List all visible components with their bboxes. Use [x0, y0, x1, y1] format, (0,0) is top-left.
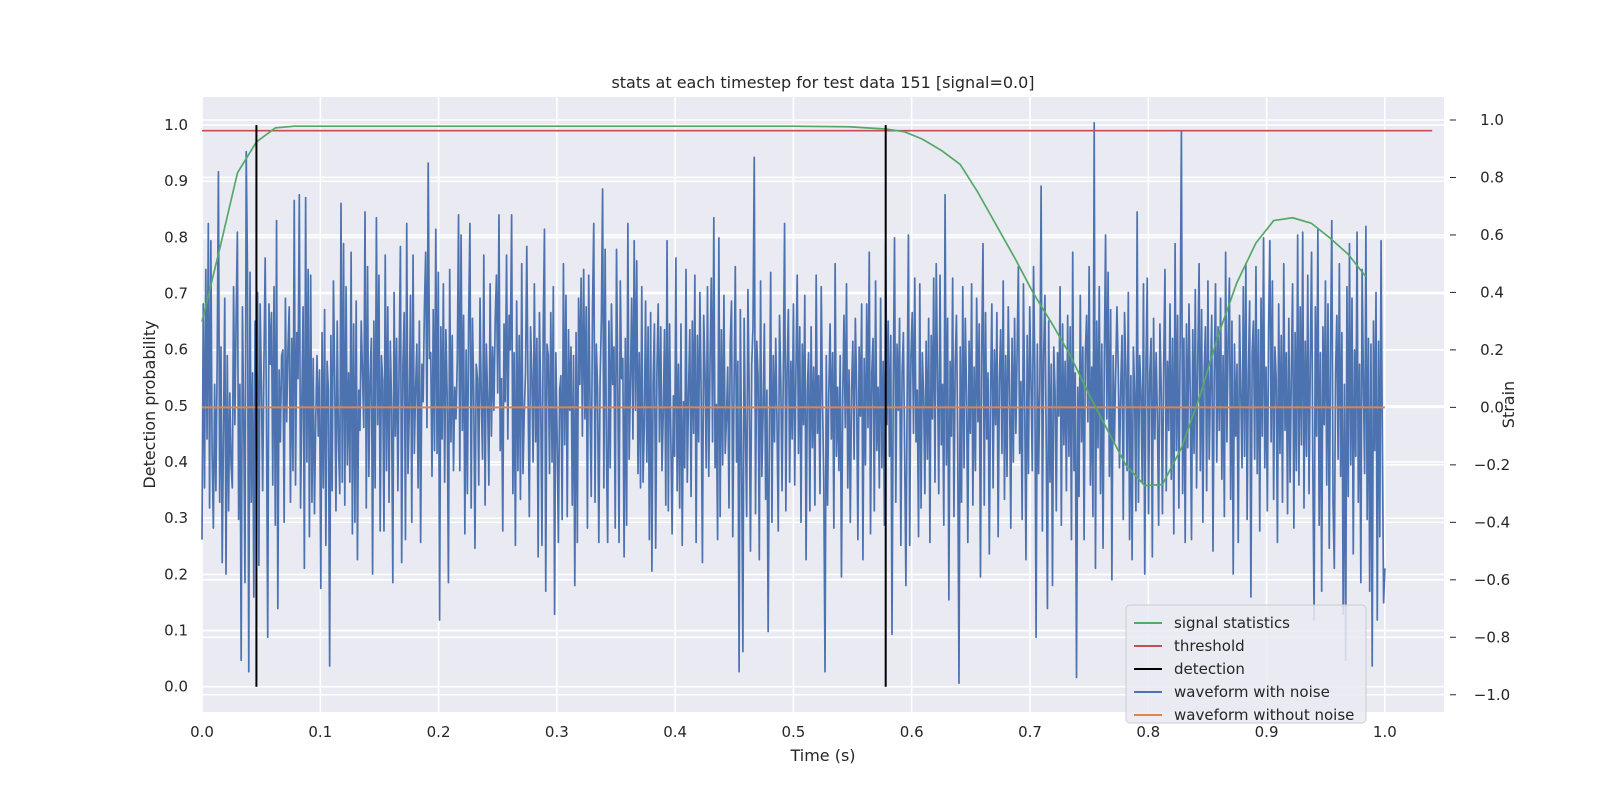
y-tick-label: 0.0: [164, 678, 188, 696]
x-tick-label: 0.6: [900, 723, 924, 741]
x-tick-label: 0.5: [781, 723, 805, 741]
x-tick-label: 0.1: [308, 723, 332, 741]
x-tick-label: 0.3: [545, 723, 569, 741]
y2-tick-label: 0.8: [1480, 168, 1504, 186]
y-tick-label: 0.5: [164, 397, 188, 415]
y-tick-label: 0.7: [164, 285, 188, 303]
legend: signal statistics threshold detection wavef…: [1125, 604, 1367, 724]
x-tick-label: 1.0: [1373, 723, 1397, 741]
y-tick-label: 0.2: [164, 565, 188, 583]
y-tick-label: 0.4: [164, 453, 188, 471]
y-tick-label: 0.8: [164, 228, 188, 246]
y2-tick-label: −0.6: [1474, 571, 1510, 589]
legend-label: signal statistics: [1174, 614, 1290, 632]
axes-layer: 0.0 0.1 0.2 0.3 0.4 0.5 0.6 0.7 0.8 0.9 1.0 0.0 0.1 0…: [164, 111, 1510, 741]
x-tick-label: 0.8: [1136, 723, 1160, 741]
series-signal-statistics: [201, 125, 1367, 487]
y2-tick-label: 0.2: [1480, 341, 1504, 359]
y2-tick-label: 0.6: [1480, 226, 1504, 244]
legend-label: waveform with noise: [1174, 683, 1330, 701]
legend-label: threshold: [1174, 637, 1245, 655]
y-tick-label: 1.0: [164, 116, 188, 134]
series-layer: [201, 122, 1433, 687]
y2-tick-label: −0.2: [1474, 456, 1510, 474]
y-tick-label: 0.6: [164, 341, 188, 359]
y2-axis-label: Strain: [1499, 381, 1518, 428]
x-tick-label: 0.9: [1255, 723, 1279, 741]
y2-tick-label: −1.0: [1474, 686, 1510, 704]
y-tick-label: 0.9: [164, 172, 188, 190]
chart-title: stats at each timestep for test data 151…: [611, 73, 1034, 92]
y-tick-label: 0.3: [164, 509, 188, 527]
x-tick-label: 0.4: [663, 723, 687, 741]
x-tick-label: 0.0: [190, 723, 214, 741]
y2-tick-label: 0.0: [1480, 398, 1504, 416]
y-axis-label: Detection probability: [140, 320, 159, 488]
x-tick-label: 0.7: [1018, 723, 1042, 741]
y2-tick-label: 1.0: [1480, 111, 1504, 129]
y-tick-label: 0.1: [164, 622, 188, 640]
x-axis-label: Time (s): [789, 746, 855, 765]
series-waveform-with-noise: [201, 122, 1386, 685]
y2-tick-label: −0.4: [1474, 513, 1510, 531]
legend-box: [1125, 604, 1367, 724]
legend-label: detection: [1174, 660, 1245, 678]
legend-label: waveform without noise: [1174, 706, 1354, 724]
y2-tick-label: −0.8: [1474, 628, 1510, 646]
y2-tick-label: 0.4: [1480, 283, 1504, 301]
x-tick-label: 0.2: [427, 723, 451, 741]
